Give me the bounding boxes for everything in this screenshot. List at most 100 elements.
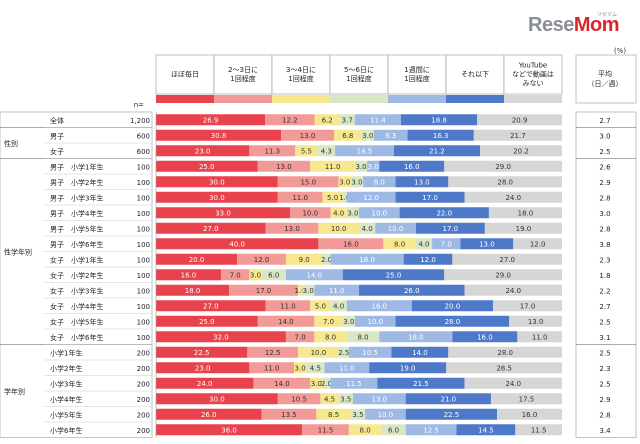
avg-header-label: 平均 [598, 69, 612, 78]
legend-swatch [330, 95, 388, 103]
bar-segment [156, 331, 286, 343]
legend-label: 3～4日に [286, 66, 316, 74]
bar-value-label: 28.0 [445, 318, 461, 326]
bar-value-label: 14.0 [307, 271, 323, 279]
bar-value-label: 23.0 [195, 147, 211, 155]
bar-value-label: 2.0 [321, 256, 332, 264]
bar-value-label: 25.0 [199, 163, 215, 171]
legend-label: みない [523, 80, 544, 88]
bar-value-label: 21.0 [441, 395, 457, 403]
row-n: 200 [137, 349, 150, 357]
row-avg: 2.8 [599, 411, 610, 419]
bar-segment [317, 145, 336, 157]
bar-value-label: 4.5 [324, 395, 335, 403]
row-n: 600 [137, 132, 150, 140]
legend-label: 2～3日に [228, 66, 258, 74]
bar-value-label: 3.0 [368, 163, 379, 171]
bar-value-label: 7.0 [323, 318, 334, 326]
bar-segment [383, 238, 416, 250]
bar-segment [350, 408, 366, 420]
bar-segment [342, 269, 445, 281]
bar-value-label: 13.5 [281, 411, 297, 419]
bar-value-label: 3.0 [343, 318, 354, 326]
row-n: 100 [137, 179, 150, 187]
bar-segment [339, 114, 355, 126]
row-n: 200 [137, 427, 150, 435]
bar-value-label: 14.0 [274, 380, 290, 388]
row-n: 100 [137, 163, 150, 171]
bar-segment [352, 393, 406, 405]
bar-value-label: 5.5 [301, 147, 312, 155]
bar-value-label: 8.0 [394, 240, 405, 248]
bar-value-label: 3.0 [311, 380, 322, 388]
bar-value-label: 19.0 [516, 225, 532, 233]
bar-segment [277, 191, 323, 203]
bar-segment [285, 269, 343, 281]
row-n: 200 [137, 365, 150, 373]
bar-value-label: 21.5 [413, 380, 429, 388]
bar-value-label: 13.0 [372, 395, 388, 403]
bar-value-label: 13.0 [284, 225, 300, 233]
bar-value-label: 10.5 [362, 349, 378, 357]
legend-label: などで動画は [512, 70, 554, 79]
bar-value-label: 20.0 [445, 302, 461, 310]
bar-segment [322, 191, 343, 203]
bar-segment [464, 191, 562, 203]
bar-value-label: 4.0 [418, 240, 429, 248]
bar-value-label: 16.0 [372, 302, 388, 310]
bar-segment [448, 176, 562, 188]
bar-value-label: 11.3 [265, 147, 281, 155]
bar-value-label: 10.0 [367, 318, 383, 326]
bar-segment [432, 238, 461, 250]
bar-segment [261, 408, 317, 420]
bar-segment [156, 207, 290, 219]
bar-value-label: 11.0 [329, 287, 345, 295]
bar-segment [350, 176, 364, 188]
bar-segment [156, 145, 250, 157]
row-label: 男子 小学6年生 [50, 240, 103, 249]
bar-segment [314, 315, 343, 327]
bar-value-label: 13.0 [414, 178, 430, 186]
bar-value-label: 14.0 [278, 318, 294, 326]
row-n: 100 [137, 225, 150, 233]
bar-segment [156, 300, 266, 312]
bar-segment [330, 300, 347, 312]
row-label: 小学5年生 [50, 410, 82, 419]
bar-segment [338, 393, 353, 405]
bar-value-label: 29.0 [495, 163, 511, 171]
bar-value-label: 7.0 [295, 333, 306, 341]
bar-segment [473, 129, 562, 141]
legend-label: 5～6日に [344, 66, 374, 74]
bar-value-label: 11.5 [531, 426, 547, 434]
bar-segment [477, 114, 562, 126]
bar-value-label: 18.0 [408, 333, 424, 341]
bar-value-label: 4.0 [333, 209, 344, 217]
row-avg: 2.5 [599, 148, 610, 156]
bar-value-label: 18.8 [431, 116, 447, 124]
bar-value-label: 13.0 [300, 132, 316, 140]
bar-value-label: 4.3 [321, 147, 332, 155]
bar-segment [310, 300, 331, 312]
group-label: 性別 [4, 139, 18, 148]
row-avg: 2.8 [599, 225, 610, 233]
bar-value-label: 12.5 [265, 349, 281, 357]
bar-value-label: 24.0 [505, 287, 521, 295]
row-avg: 3.0 [599, 210, 610, 218]
legend-label: 1回程度 [404, 74, 429, 83]
bar-segment [446, 362, 562, 374]
bar-segment [253, 377, 311, 389]
bar-value-label: 21.2 [429, 147, 445, 155]
row-label: 女子 小学1年生 [50, 255, 103, 264]
row-label: 男子 小学2年生 [50, 178, 103, 187]
row-label: 女子 小学3年生 [50, 286, 103, 295]
row-avg: 2.8 [599, 194, 610, 202]
bar-value-label: 13.0 [479, 240, 495, 248]
bar-value-label: 11.0 [339, 364, 355, 372]
bar-segment [156, 129, 282, 141]
row-label: 女子 小学6年生 [50, 333, 103, 342]
legend-box [213, 54, 273, 95]
bar-segment [492, 300, 562, 312]
bar-segment [452, 253, 562, 265]
bar-value-label: 11.0 [532, 333, 548, 341]
bar-segment [237, 253, 286, 265]
